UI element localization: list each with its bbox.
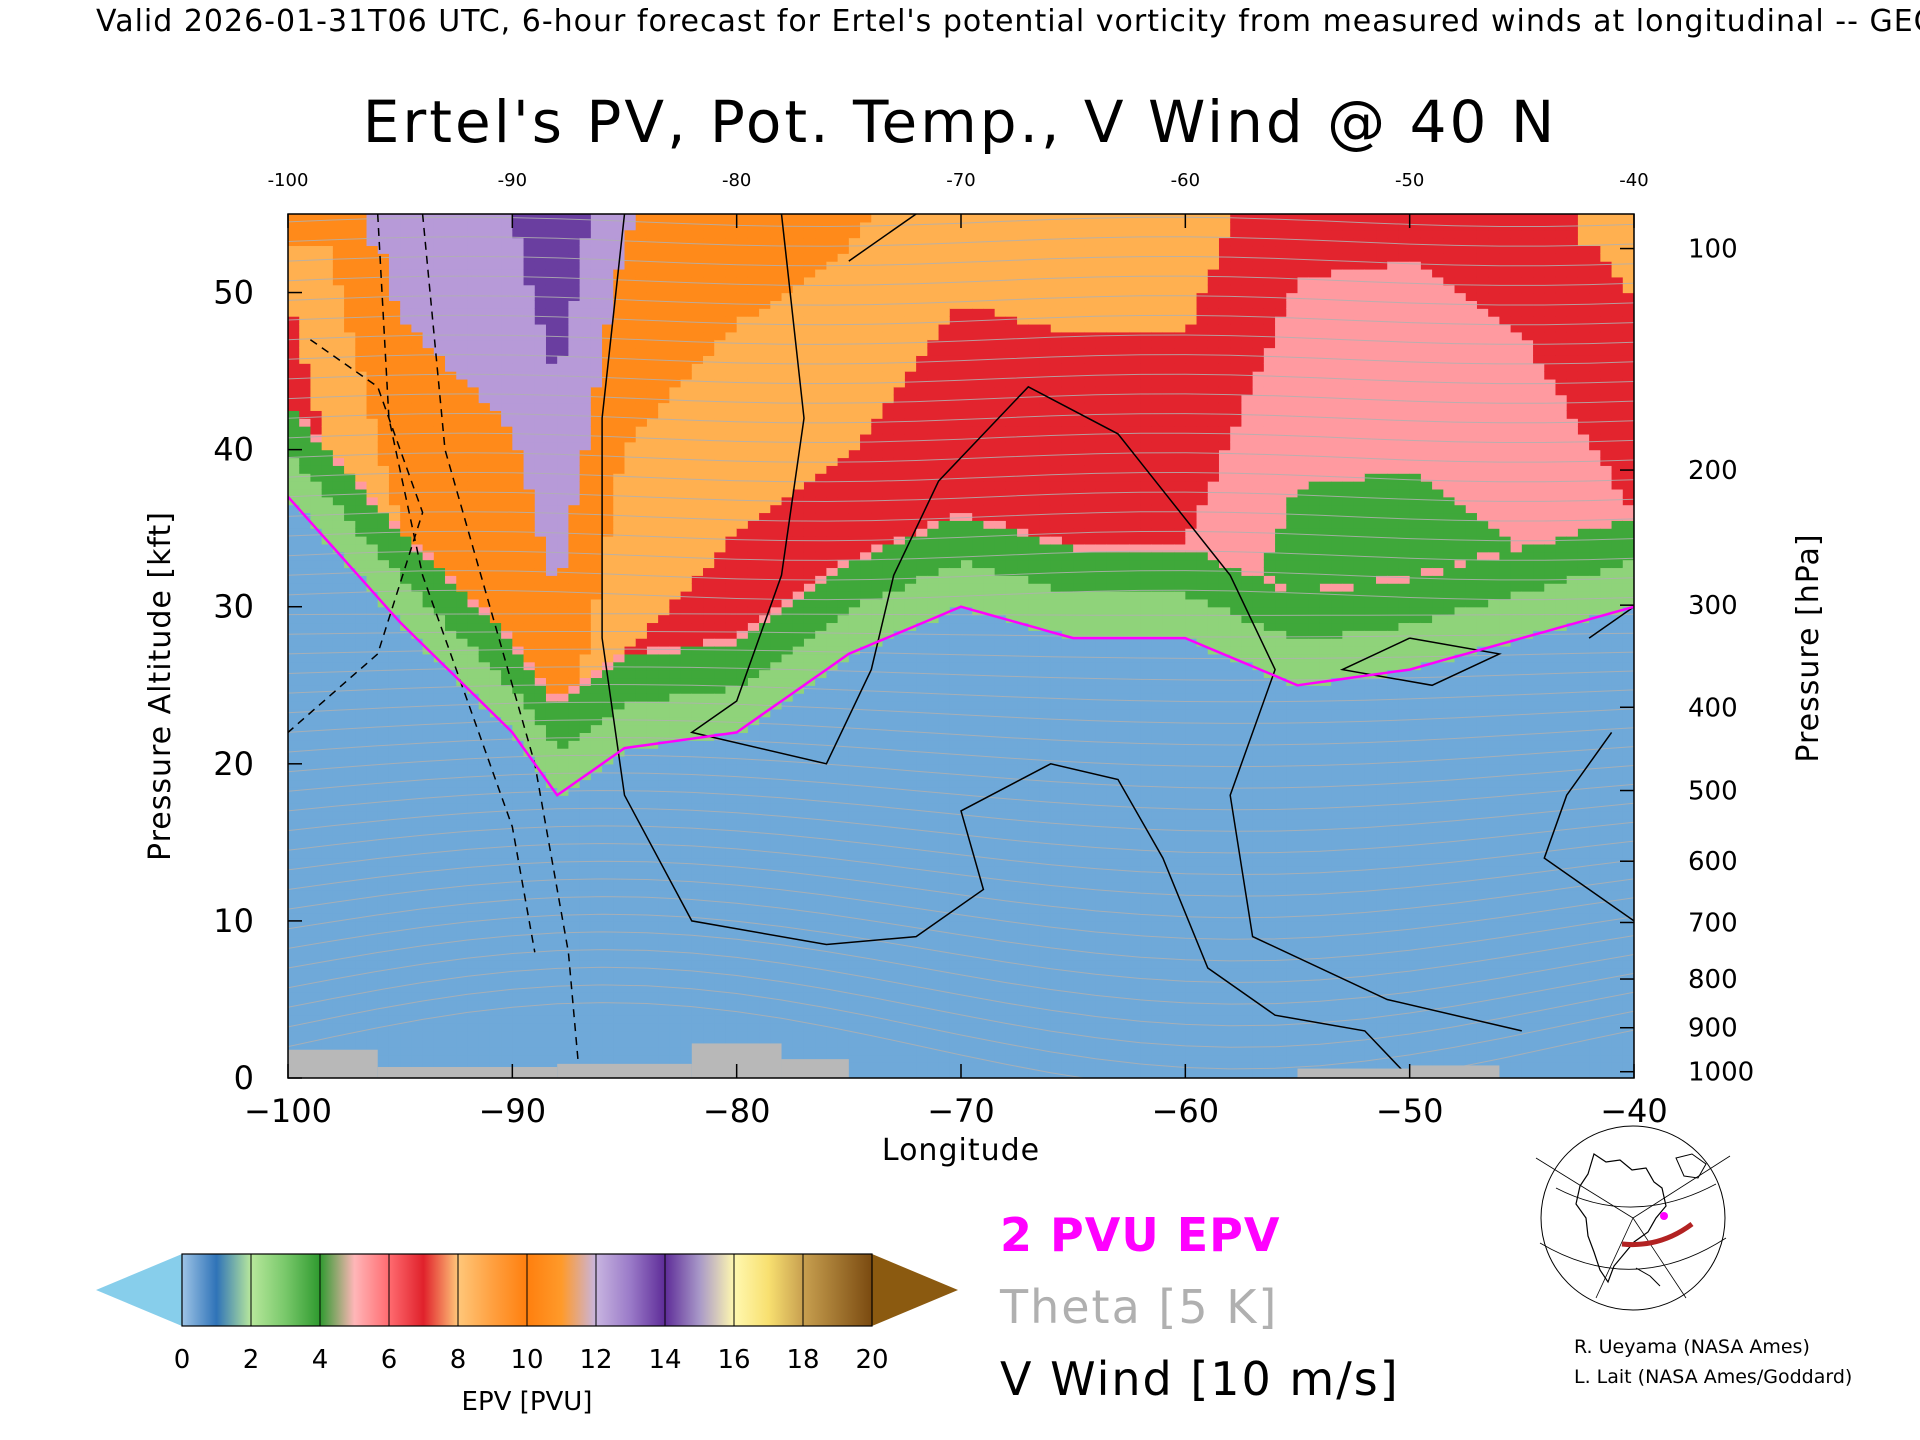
pressure-tick-label: 400 bbox=[1688, 693, 1738, 723]
x-tick-label: −50 bbox=[1376, 1092, 1444, 1130]
credit-line-2: L. Lait (NASA Ames/Goddard) bbox=[1574, 1366, 1852, 1388]
pressure-tick-label: 800 bbox=[1688, 965, 1738, 995]
y-axis-label: Pressure Altitude [kft] bbox=[143, 511, 178, 861]
pressure-tick-label: 300 bbox=[1688, 591, 1738, 621]
pressure-tick-label: 100 bbox=[1688, 235, 1738, 265]
colorbar-tick-label: 2 bbox=[243, 1345, 260, 1375]
colorbar-tick-label: 16 bbox=[717, 1345, 750, 1375]
colorbar-label: EPV [PVU] bbox=[462, 1387, 593, 1417]
pressure-tick-label: 600 bbox=[1688, 847, 1738, 877]
x-top-tick-label: -70 bbox=[946, 170, 975, 191]
colorbar-tick-label: 18 bbox=[786, 1345, 819, 1375]
colorbar-tick-label: 0 bbox=[174, 1345, 191, 1375]
epv-field bbox=[288, 214, 1635, 1079]
y-tick-label: 30 bbox=[213, 588, 254, 626]
legend-theta: Theta [5 K] bbox=[1000, 1280, 1278, 1334]
map-marker bbox=[1660, 1212, 1668, 1220]
x-top-tick-label: -60 bbox=[1171, 170, 1200, 191]
colorbar-under-arrow bbox=[96, 1254, 182, 1326]
pressure-tick-label: 700 bbox=[1688, 908, 1738, 938]
colorbar-tick-label: 4 bbox=[312, 1345, 329, 1375]
x-top-tick-label: -50 bbox=[1395, 170, 1424, 191]
y-tick-label: 40 bbox=[213, 431, 254, 469]
x-top-tick-label: -90 bbox=[498, 170, 527, 191]
x-tick-label: −100 bbox=[244, 1092, 332, 1130]
x-tick-label: −60 bbox=[1152, 1092, 1220, 1130]
colorbar-tick-label: 8 bbox=[450, 1345, 467, 1375]
y-tick-label: 10 bbox=[213, 902, 254, 940]
colorbar-tick-label: 14 bbox=[648, 1345, 681, 1375]
x-axis-label: Longitude bbox=[882, 1133, 1040, 1168]
colorbar: 0 2 4 6 8 10 12 14 16 18 20 EPV [PVU] bbox=[96, 1254, 958, 1417]
y2-axis-label: Pressure [hPa] bbox=[1791, 533, 1826, 762]
y-tick-label: 20 bbox=[213, 745, 254, 783]
locator-map bbox=[1536, 1126, 1730, 1310]
pressure-tick-label: 200 bbox=[1688, 456, 1738, 486]
legend-wind: V Wind [10 m/s] bbox=[1000, 1352, 1400, 1406]
pressure-tick-label: 1000 bbox=[1688, 1058, 1754, 1088]
y-tick-label: 50 bbox=[213, 274, 254, 312]
colorbar-ticks: 0 2 4 6 8 10 12 14 16 18 20 bbox=[174, 1345, 889, 1375]
colorbar-over-arrow bbox=[872, 1254, 958, 1326]
legend-pv: 2 PVU EPV bbox=[1000, 1208, 1280, 1262]
x-top-tick-label: -40 bbox=[1619, 170, 1648, 191]
plot-area bbox=[288, 198, 1635, 1091]
colorbar-tick-label: 12 bbox=[579, 1345, 612, 1375]
pressure-tick-label: 900 bbox=[1688, 1014, 1738, 1044]
x-tick-label: −80 bbox=[703, 1092, 771, 1130]
x-tick-label: −40 bbox=[1600, 1092, 1668, 1130]
y-tick-label: 0 bbox=[234, 1059, 254, 1097]
credit-line-1: R. Ueyama (NASA Ames) bbox=[1574, 1336, 1810, 1358]
colorbar-tick-label: 6 bbox=[381, 1345, 398, 1375]
x-tick-label: −70 bbox=[927, 1092, 995, 1130]
x-tick-label: −90 bbox=[479, 1092, 547, 1130]
pressure-tick-label: 500 bbox=[1688, 777, 1738, 807]
colorbar-tick-label: 10 bbox=[510, 1345, 543, 1375]
x-top-tick-label: -80 bbox=[722, 170, 751, 191]
x-top-tick-label: -100 bbox=[268, 170, 309, 191]
colorbar-tick-label: 20 bbox=[855, 1345, 888, 1375]
